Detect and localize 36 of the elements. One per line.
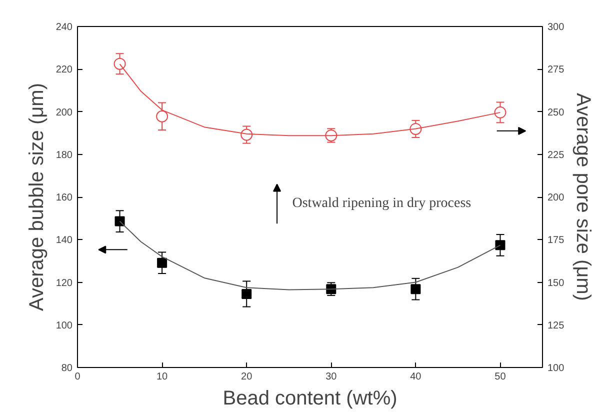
y-tick-label: 80 [61, 363, 73, 374]
y-tick-label: 100 [56, 320, 73, 332]
point [242, 288, 252, 299]
y2-tick-label: 275 [548, 64, 565, 76]
x-tick-label: 10 [156, 372, 168, 382]
x-axis-title: Bead content (wt%) [222, 388, 398, 410]
y2-tick-label: 225 [548, 150, 565, 161]
y2-tick-label: 250 [548, 107, 565, 118]
point [410, 284, 421, 294]
y2-tick-label: 175 [548, 235, 565, 246]
point [156, 110, 168, 122]
y-tick-label: 120 [56, 278, 73, 289]
annotation: Ostwald ripening in dry process [292, 196, 472, 211]
y2-tick-label: 125 [548, 320, 565, 332]
x-tick-label: 40 [410, 372, 422, 382]
point [114, 58, 126, 70]
point [494, 106, 506, 118]
x-tick-label: 0 [74, 372, 81, 382]
point [114, 216, 125, 226]
x-tick-label: 50 [494, 372, 506, 382]
point [157, 258, 168, 268]
y2-tick-label: 200 [548, 192, 565, 204]
x-tick-label: 30 [326, 372, 338, 382]
y-axis-title: Average bubble size (μm) [26, 83, 48, 311]
y2-tick-label: 300 [548, 22, 565, 33]
y-tick-label: 200 [56, 107, 73, 118]
y-tick-label: 140 [56, 235, 73, 246]
y2-tick-label: 150 [548, 278, 565, 289]
y2-axis-title: Average pore size (μm) [572, 93, 594, 301]
point [495, 240, 506, 250]
y-tick-label: 160 [56, 192, 73, 204]
y2-tick-label: 100 [548, 363, 565, 374]
y-tick-label: 180 [56, 150, 73, 161]
y-tick-label: 240 [56, 22, 73, 33]
x-tick-label: 20 [241, 372, 253, 382]
y-tick-label: 220 [56, 64, 73, 76]
